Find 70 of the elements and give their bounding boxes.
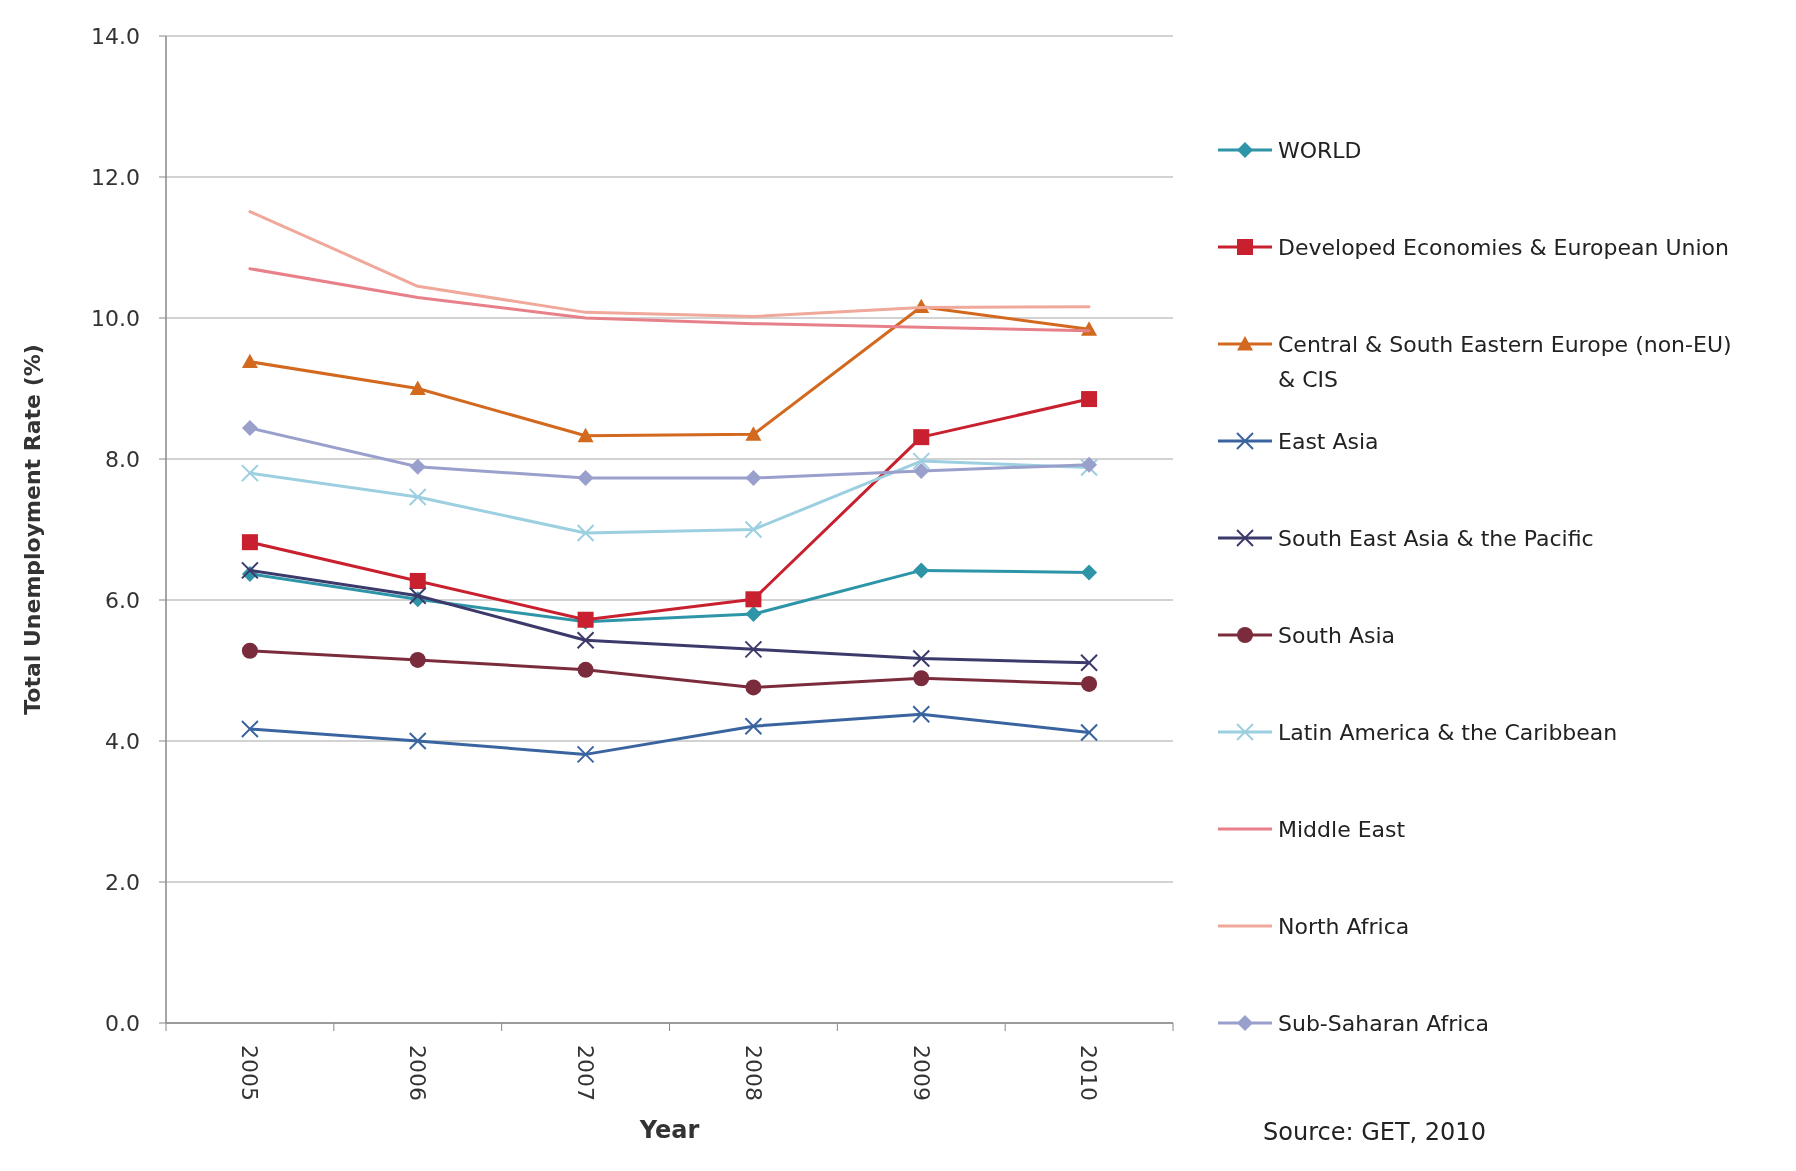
point — [912, 705, 931, 724]
point — [744, 640, 763, 659]
legend-label: South East Asia & the Pacific — [1278, 525, 1594, 551]
point — [744, 717, 763, 736]
legend-label: East Asia — [1278, 428, 1379, 454]
x-tick-label: 2010 — [1076, 1045, 1102, 1101]
source-note: Source: GET, 2010 — [1263, 1118, 1486, 1146]
point — [1081, 564, 1098, 581]
legend-label: South Asia — [1278, 622, 1396, 648]
point — [1080, 458, 1099, 477]
point — [577, 427, 594, 443]
x-tick-label: 2005 — [237, 1045, 263, 1101]
point — [576, 631, 595, 650]
point — [408, 488, 427, 507]
legend-label: Developed Economies & European Union — [1278, 234, 1729, 260]
y-tick-label: 6.0 — [105, 587, 140, 613]
point — [913, 429, 930, 446]
point — [913, 670, 930, 687]
point — [241, 419, 258, 436]
legend-label: Latin America & the Caribbean — [1278, 719, 1618, 745]
line-series — [248, 210, 1091, 319]
point — [409, 572, 426, 589]
legend-label: Middle East — [1278, 816, 1406, 842]
point — [577, 661, 594, 678]
y-tick-label: 2.0 — [105, 869, 140, 895]
point — [576, 745, 595, 764]
x-axis-title: Year — [638, 1116, 700, 1144]
point — [240, 464, 259, 483]
point — [408, 586, 427, 605]
point — [408, 732, 427, 750]
point — [1080, 653, 1099, 672]
y-tick-label: 10.0 — [91, 305, 140, 331]
point — [1081, 456, 1098, 473]
legend-label: Central & South Eastern Europe (non-EU) & CIS — [1278, 331, 1732, 392]
point — [1081, 675, 1098, 692]
point — [744, 520, 763, 539]
point — [745, 606, 762, 623]
point — [745, 426, 762, 441]
point — [745, 591, 762, 608]
y-tick-label: 0.0 — [105, 1010, 140, 1036]
legend-label: WORLD — [1278, 137, 1362, 163]
point — [240, 561, 259, 580]
y-tick-label: 8.0 — [105, 446, 140, 472]
x-tick-label: 2008 — [740, 1045, 766, 1101]
y-tick-label: 12.0 — [91, 164, 140, 190]
point — [913, 462, 930, 479]
point — [241, 353, 258, 369]
point — [409, 380, 426, 395]
x-tick-label: 2009 — [908, 1045, 934, 1101]
point — [409, 651, 426, 668]
point — [1081, 391, 1098, 408]
point — [240, 720, 259, 739]
point — [745, 470, 762, 487]
point — [912, 649, 931, 668]
point — [912, 452, 931, 471]
x-tick-label: 2007 — [572, 1045, 598, 1101]
x-tick-label: 2006 — [405, 1045, 431, 1101]
y-tick-label: 14.0 — [91, 23, 140, 49]
point — [577, 470, 594, 487]
point — [576, 524, 595, 543]
y-tick-label: 4.0 — [105, 728, 140, 754]
point — [1080, 723, 1099, 742]
legend-label: Sub-Saharan Africa — [1278, 1010, 1489, 1036]
legend-label: North Africa — [1278, 913, 1410, 939]
point — [409, 458, 426, 475]
point — [241, 642, 258, 659]
point — [745, 679, 762, 696]
point — [241, 534, 258, 551]
point — [913, 562, 930, 579]
y-axis-title: Total Unemployment Rate (%) — [20, 344, 45, 715]
